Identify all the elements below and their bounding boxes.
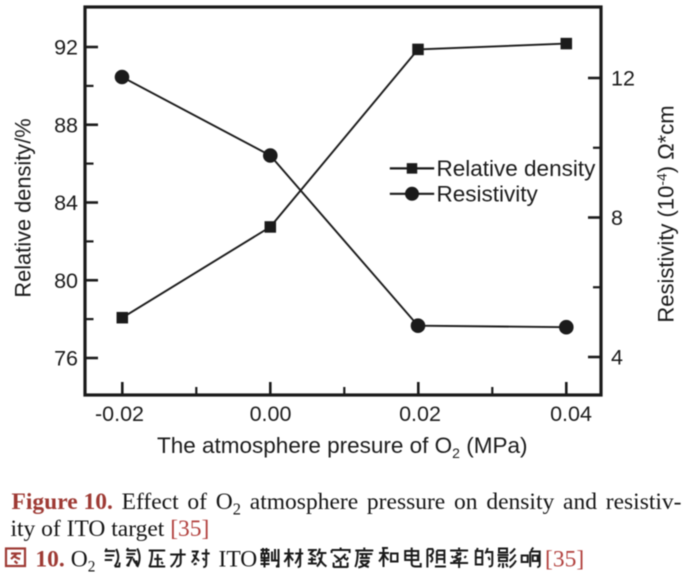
svg-text:84: 84 <box>54 191 78 215</box>
svg-text:Relative density: Relative density <box>437 156 597 181</box>
svg-text:88: 88 <box>54 113 78 137</box>
svg-text:The atmosphere presure of O2 (: The atmosphere presure of O2 (MPa) <box>157 433 527 461</box>
svg-text:76: 76 <box>54 347 78 371</box>
svg-text:Resistivity: Resistivity <box>437 182 539 207</box>
svg-text:-0.02: -0.02 <box>95 402 144 426</box>
svg-text:4: 4 <box>611 346 623 370</box>
svg-text:O2: O2 <box>71 547 96 576</box>
svg-text:8: 8 <box>611 206 623 230</box>
svg-text:[35]: [35] <box>545 547 584 573</box>
svg-text:0.04: 0.04 <box>550 402 592 426</box>
svg-text:12: 12 <box>611 67 635 91</box>
svg-text:0.00: 0.00 <box>250 402 292 426</box>
svg-text:10.: 10. <box>35 547 64 573</box>
svg-text:Relative density/%: Relative density/% <box>11 118 36 297</box>
svg-text:80: 80 <box>54 269 78 293</box>
svg-text:Resistivity (10-4) Ω*cm: Resistivity (10-4) Ω*cm <box>654 105 679 322</box>
svg-text:92: 92 <box>54 36 78 60</box>
svg-text:0.02: 0.02 <box>399 402 441 426</box>
svg-text:ITO: ITO <box>219 547 258 573</box>
